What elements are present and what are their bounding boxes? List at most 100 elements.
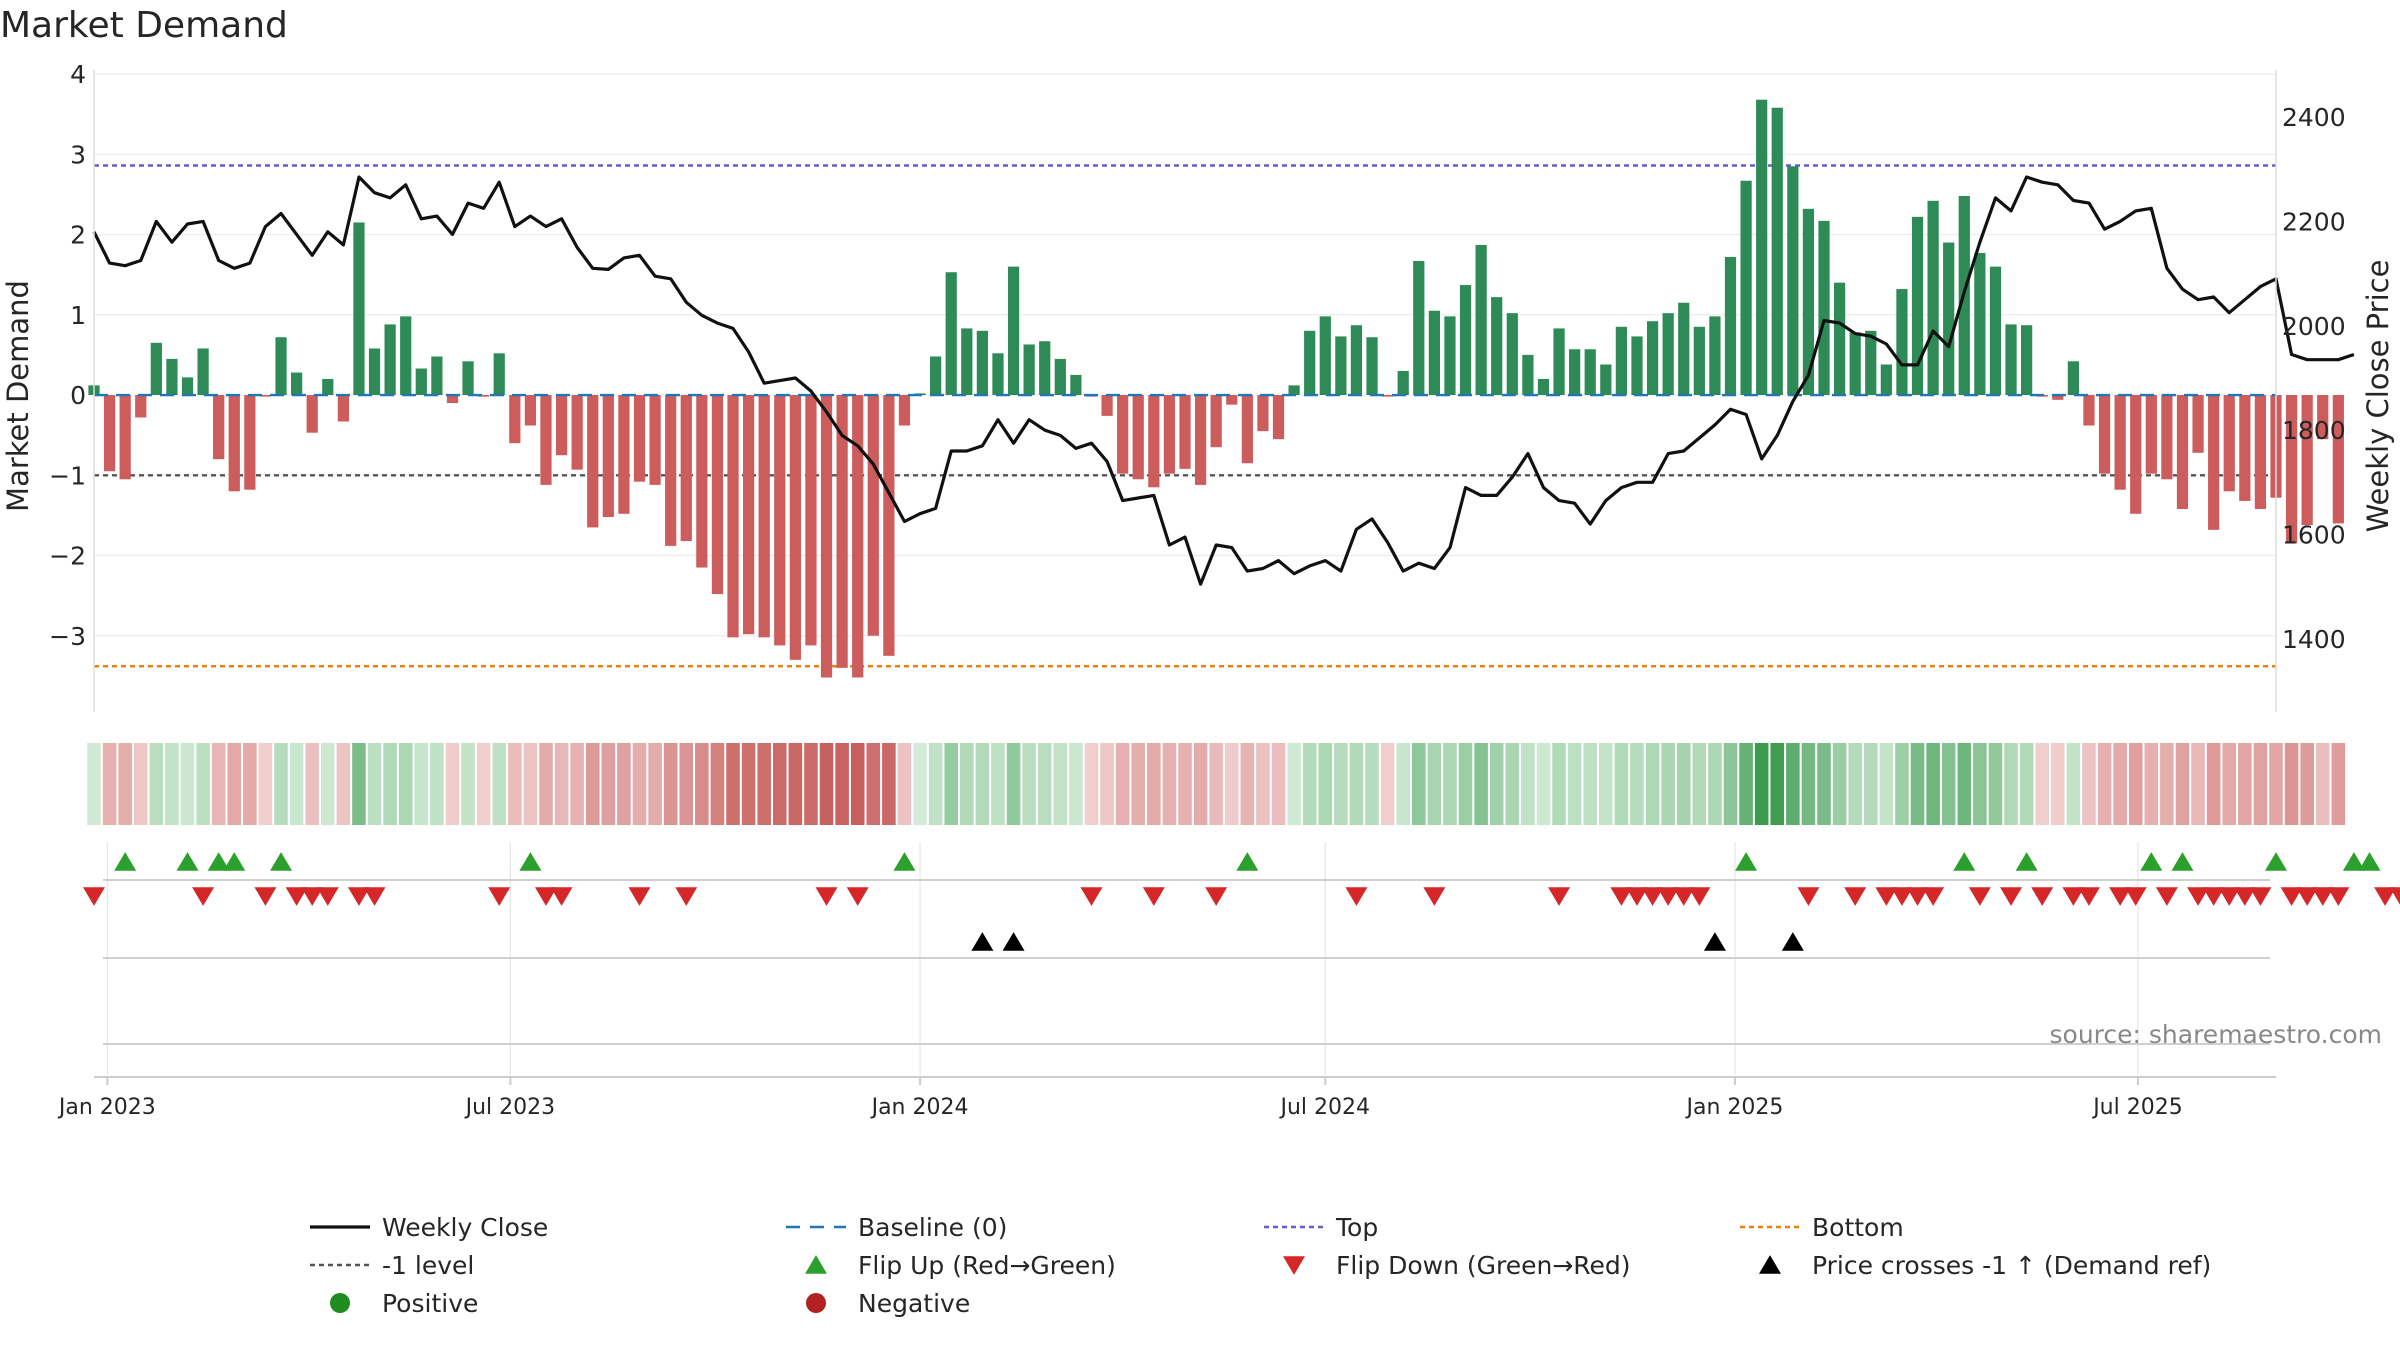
flip-down-marker	[1641, 887, 1664, 906]
demand-bar-negative	[1272, 395, 1285, 440]
demand-bar-positive	[431, 356, 443, 396]
demand-bar-positive	[1724, 256, 1737, 396]
legend-label: Flip Up (Red→Green)	[858, 1251, 1116, 1280]
flip-down-marker	[1797, 887, 1820, 906]
demand-bar-positive	[2005, 324, 2017, 396]
demand-bar-positive	[1522, 354, 1534, 396]
heat-strip-cell	[1474, 743, 1488, 825]
flip-up-marker	[2265, 852, 2287, 871]
demand-bar-positive	[415, 368, 427, 396]
demand-bar-negative	[618, 395, 630, 514]
heat-strip-cell	[679, 743, 694, 825]
flip-up-marker	[2140, 852, 2163, 871]
y-tick-label: −3	[49, 622, 86, 651]
demand-bar-positive	[368, 348, 381, 396]
demand-bar-negative	[1241, 395, 1253, 464]
heat-strip-cell	[2175, 743, 2190, 825]
heat-strip-cell	[2066, 743, 2081, 825]
heat-strip-cell	[897, 743, 912, 825]
heat-strip-cell	[1100, 743, 1114, 825]
flip-down-marker	[815, 887, 838, 906]
flip-down-marker	[534, 887, 557, 906]
source-text: source: sharemaestro.com	[2050, 1020, 2383, 1049]
heat-strip-cell	[1941, 743, 1956, 825]
heat-strip-cell	[1910, 743, 1925, 825]
x-tick-label: Jul 2024	[1279, 1095, 1371, 1120]
flip-down-marker	[363, 887, 386, 906]
heat-strip-cell	[2019, 743, 2034, 825]
demand-bar-negative	[2130, 395, 2142, 514]
demand-bar-negative	[2332, 395, 2344, 524]
price-cross-marker	[1781, 932, 1804, 951]
demand-bar-negative	[2098, 395, 2111, 474]
heat-strip-cell	[975, 743, 990, 825]
heat-strip-cell	[1583, 743, 1598, 825]
demand-bar-negative	[2176, 395, 2189, 509]
y-axis-label: Market Demand	[1, 280, 35, 512]
y-tick-label: −2	[49, 542, 86, 571]
heat-strip-cell	[1957, 743, 1972, 825]
flip-up-marker	[2015, 852, 2038, 871]
heat-strip-cell	[1022, 743, 1036, 825]
demand-bar-negative	[509, 395, 521, 444]
heat-strip-cell	[2284, 743, 2299, 825]
demand-bar-negative	[2254, 395, 2267, 509]
flip-down-marker	[1688, 887, 1711, 906]
heat-strip-cell	[819, 743, 834, 825]
flip-down-marker	[2187, 887, 2210, 906]
flip-up-marker	[2342, 852, 2365, 871]
demand-bar-negative	[478, 395, 490, 397]
demand-bar-negative	[1148, 395, 1160, 488]
demand-bar-negative	[244, 395, 256, 490]
flip-down-marker	[2202, 887, 2225, 906]
demand-bar-positive	[1943, 242, 1955, 396]
flip-up-marker	[176, 852, 199, 871]
heat-strip-cell	[1178, 743, 1192, 825]
heat-strip-cell	[788, 743, 803, 825]
y-tick-label: 3	[70, 140, 86, 169]
heat-strip-cell	[196, 743, 210, 825]
heat-strip-cell	[1271, 743, 1286, 825]
legend-label: Top	[1335, 1213, 1378, 1242]
heat-strip-cell	[1147, 743, 1161, 825]
heat-strip-cell	[1739, 743, 1753, 825]
flip-down-marker	[1610, 887, 1633, 906]
demand-bar-positive	[1662, 313, 1674, 396]
heat-strip-cell	[398, 743, 413, 825]
heat-strip-cell	[1053, 743, 1068, 825]
heat-strip-cell	[1115, 743, 1130, 825]
heat-strip-cell	[804, 743, 818, 825]
heat-strip-cell	[1318, 743, 1333, 825]
demand-bar-negative	[2114, 395, 2126, 490]
heat-strip-cell	[165, 743, 179, 825]
price-cross-marker	[1002, 932, 1025, 951]
demand-bar-negative	[1163, 395, 1176, 474]
flip-down-marker	[1625, 887, 1648, 906]
flip-down-marker	[2296, 887, 2319, 906]
demand-bar-positive	[1865, 330, 1877, 396]
heat-strip-cell	[492, 743, 507, 825]
legend-label: -1 level	[382, 1251, 474, 1280]
heat-strip-cell	[1817, 743, 1831, 825]
demand-bar-positive	[462, 361, 474, 396]
heat-strip-cell	[1708, 743, 1722, 825]
heat-strip-cell	[1614, 743, 1629, 825]
legend-marker	[1759, 1255, 1781, 1274]
flip-down-marker	[347, 887, 370, 906]
heat-strip-cell	[1630, 743, 1644, 825]
heat-strip-cell	[1084, 743, 1099, 825]
demand-bar-negative	[446, 395, 459, 404]
x-tick-label: Jan 2025	[1684, 1095, 1783, 1120]
legend-label: Negative	[858, 1289, 970, 1318]
flip-up-marker	[207, 852, 230, 871]
legend-label: Positive	[382, 1289, 478, 1318]
heat-strip-cell	[1193, 743, 1208, 825]
heat-strip-cell	[1567, 743, 1582, 825]
demand-bar-positive	[1818, 220, 1830, 396]
heat-strip-cell	[352, 743, 366, 825]
demand-bar-negative	[571, 395, 583, 470]
demand-bar-positive	[1615, 326, 1628, 396]
demand-bar-negative	[602, 395, 614, 517]
demand-bar-positive	[1709, 316, 1721, 396]
heat-strip-cell	[102, 743, 117, 825]
